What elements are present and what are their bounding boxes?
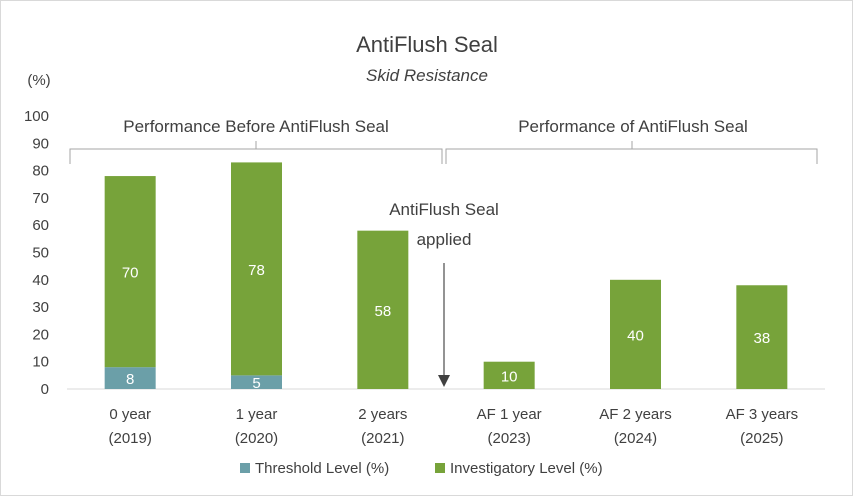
legend-label-investigatory: Investigatory Level (%)	[450, 460, 603, 477]
bracket-before-shape	[69, 141, 443, 164]
data-label: 10	[501, 368, 518, 385]
category-label: AF 3 years	[726, 406, 799, 423]
y-tick-label: 40	[32, 272, 49, 289]
y-tick-label: 20	[32, 326, 49, 343]
bracket-before-label: Performance Before AntiFlush Seal	[123, 117, 389, 136]
bracket-after: Performance of AntiFlush Seal	[445, 117, 818, 164]
bar-investigatory	[231, 162, 282, 376]
category-label: AF 2 years	[599, 406, 672, 423]
category-year-label: (2023)	[487, 430, 530, 447]
y-tick-label: 60	[32, 217, 49, 234]
category-year-label: (2019)	[108, 430, 151, 447]
data-label: 40	[627, 327, 644, 344]
data-label: 58	[374, 303, 391, 320]
applied-text-line1: AntiFlush Seal	[389, 200, 499, 219]
legend: Threshold Level (%) Investigatory Level …	[240, 460, 603, 477]
data-label: 38	[753, 330, 770, 347]
y-tick-label: 70	[32, 190, 49, 207]
bracket-after-shape	[445, 141, 818, 164]
chart-subtitle: Skid Resistance	[366, 66, 488, 85]
y-tick-label: 0	[41, 381, 49, 398]
data-label: 8	[126, 371, 134, 388]
data-label: 5	[252, 375, 260, 392]
category-label: 1 year	[236, 406, 278, 423]
y-tick-label: 90	[32, 135, 49, 152]
category-year-label: (2025)	[740, 430, 783, 447]
category-year-label: (2024)	[614, 430, 657, 447]
bar-investigatory	[736, 285, 788, 389]
y-axis-label: (%)	[27, 72, 50, 89]
legend-label-threshold: Threshold Level (%)	[255, 460, 389, 477]
bar-investigatory	[610, 279, 661, 389]
bar-investigatory	[104, 176, 156, 368]
bracket-before: Performance Before AntiFlush Seal	[69, 117, 443, 164]
bar-investigatory	[483, 361, 535, 389]
data-label: 78	[248, 262, 265, 279]
y-tick-label: 80	[32, 163, 49, 180]
applied-text-line2: applied	[417, 230, 472, 249]
y-tick-label: 50	[32, 245, 49, 262]
y-tick-label: 100	[24, 108, 49, 125]
category-labels: 0 year (2019) 1 year (2020) 2 years (2021) AF …	[108, 406, 798, 447]
bar-investigatory	[357, 230, 409, 389]
bar-threshold	[104, 367, 156, 389]
category-year-label: (2021)	[361, 430, 404, 447]
y-tick-label: 30	[32, 299, 49, 316]
y-axis: 0 10 20 30 40 50 60 70 80 90 100	[24, 108, 49, 398]
applied-arrow-head	[438, 375, 450, 387]
legend-swatch-investigatory	[435, 463, 445, 473]
bracket-after-label: Performance of AntiFlush Seal	[518, 117, 748, 136]
y-tick-label: 10	[32, 354, 49, 371]
bars	[104, 162, 788, 389]
legend-swatch-threshold	[240, 463, 250, 473]
data-label: 70	[122, 265, 139, 282]
data-labels: 8 70 5 78 58 10 40 38	[122, 262, 770, 392]
bar-threshold	[231, 375, 282, 389]
category-label: AF 1 year	[477, 406, 542, 423]
category-label: 2 years	[358, 406, 407, 423]
applied-annotation: AntiFlush Seal applied	[389, 200, 499, 387]
chart-title: AntiFlush Seal	[356, 32, 498, 57]
category-year-label: (2020)	[235, 430, 278, 447]
category-label: 0 year	[109, 406, 151, 423]
